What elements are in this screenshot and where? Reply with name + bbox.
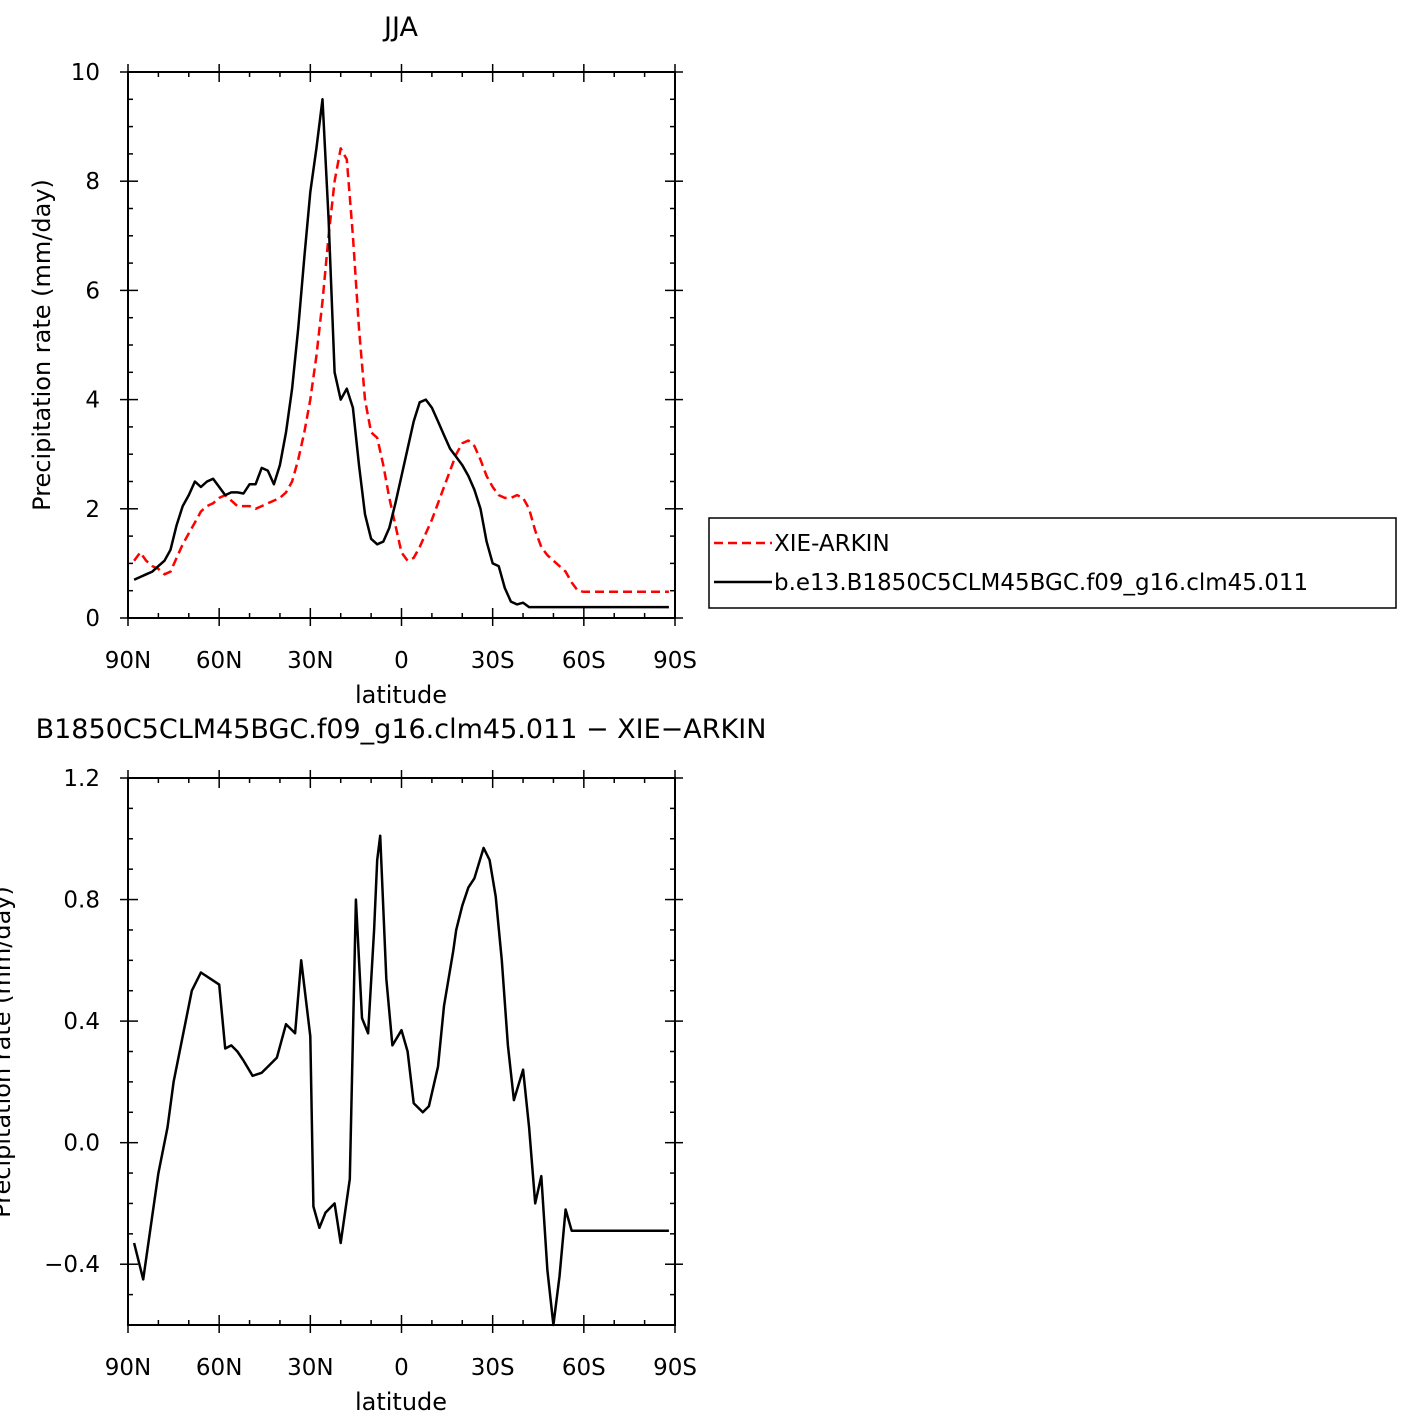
x-tick-label: 60S	[562, 1355, 606, 1381]
legend-box	[708, 517, 1397, 609]
x-tick-label: 90N	[105, 1355, 151, 1381]
legend: XIE-ARKIN b.e13.B1850C5CLM45BGC.f09_g16.…	[708, 517, 1397, 609]
x-tick-label: 90S	[653, 648, 697, 674]
y-tick-label: 0.0	[63, 1131, 100, 1157]
bottom-plot-title: B1850C5CLM45BGC.f09_g16.clm45.011 − XIE−…	[36, 714, 767, 745]
top-y-axis-title: Precipitation rate (mm/day)	[28, 179, 56, 511]
y-tick-label: 1.2	[63, 766, 100, 792]
x-tick-label: 90N	[105, 648, 151, 674]
plot-frame	[127, 71, 676, 619]
x-tick-label: 30N	[287, 1355, 333, 1381]
y-tick-label: 6	[85, 278, 100, 304]
x-tick-label: 60S	[562, 648, 606, 674]
top-plot-title: JJA	[382, 12, 418, 43]
y-tick-label: 4	[85, 388, 100, 414]
x-tick-label: 60N	[196, 648, 242, 674]
y-tick-label: 0.8	[63, 888, 100, 914]
y-tick-label: 0.4	[63, 1009, 100, 1035]
x-tick-label: 30S	[471, 1355, 515, 1381]
x-tick-label: 0	[394, 648, 409, 674]
bottom-y-axis-title: Precipitation rate (mm/day)	[0, 886, 16, 1218]
x-tick-label: 0	[394, 1355, 409, 1381]
series-line-0	[132, 834, 669, 1327]
series-line-1	[133, 98, 669, 609]
legend-label-model: b.e13.B1850C5CLM45BGC.f09_g16.clm45.011	[774, 570, 1308, 596]
bottom-panel: B1850C5CLM45BGC.f09_g16.clm45.011 − XIE−…	[0, 714, 766, 1416]
legend-label-xie-arkin: XIE-ARKIN	[774, 531, 890, 557]
series-line-0	[133, 147, 669, 594]
y-tick-label: 8	[85, 169, 100, 195]
x-tick-label: 30N	[287, 648, 333, 674]
y-tick-label: 2	[85, 497, 100, 523]
y-tick-label: −0.4	[44, 1252, 100, 1278]
bottom-plot-area: 90N 60N 30N 0 30S 60S 90S −0.4 0.0 0.4 0.8 1.2	[44, 766, 697, 1381]
top-panel: JJA 90N 60N 30N 0 30S 60S 90S 0 2 4 6 8 10 Precipita…	[28, 12, 1397, 709]
x-tick-label: 90S	[653, 1355, 697, 1381]
top-plot-area: 90N 60N 30N 0 30S 60S 90S 0 2 4 6 8 10	[71, 60, 697, 674]
y-tick-label: 0	[85, 606, 100, 632]
x-tick-label: 60N	[196, 1355, 242, 1381]
x-tick-label: 30S	[471, 648, 515, 674]
top-x-axis-title: latitude	[355, 681, 447, 709]
y-tick-label: 10	[71, 60, 100, 86]
plot-frame	[127, 777, 676, 1326]
bottom-x-axis-title: latitude	[355, 1388, 447, 1416]
